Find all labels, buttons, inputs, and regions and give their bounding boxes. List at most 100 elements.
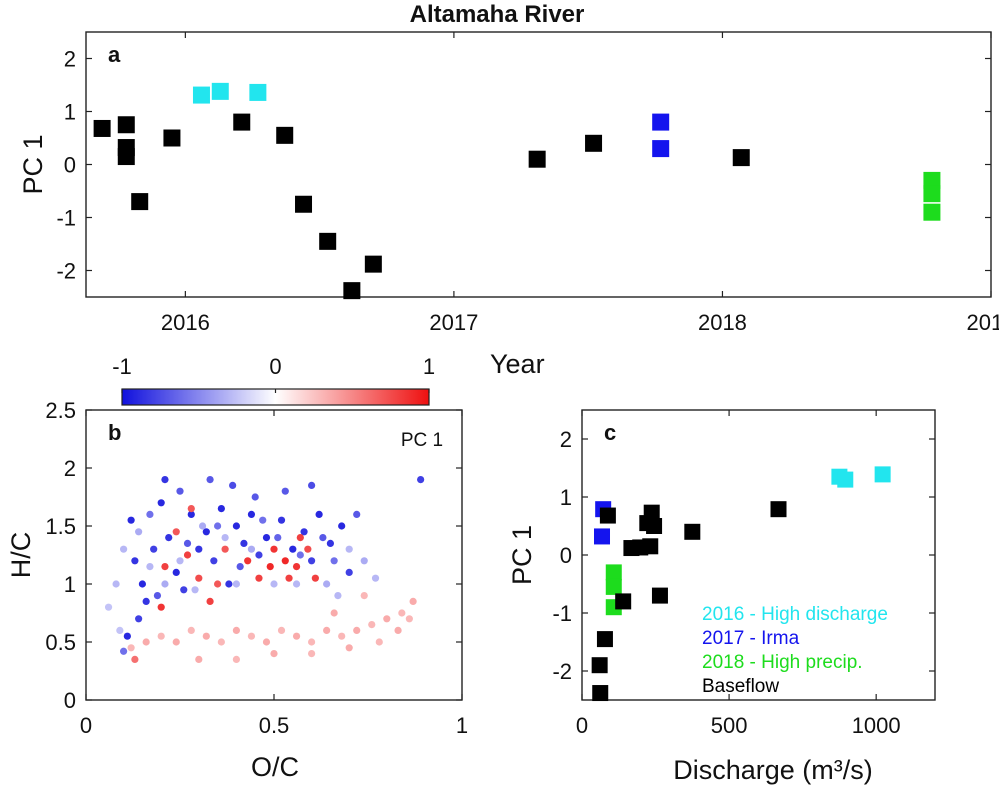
panel-c: -2 -1 0 1 2 0 500 1000 c PC 1 Discharge (m³/s) 2016… xyxy=(507,409,936,785)
data-point-a-baseflow xyxy=(117,148,135,166)
data-point-b xyxy=(330,609,338,617)
data-point-c-baseflow xyxy=(643,504,660,521)
data-point-b xyxy=(195,545,203,553)
data-point-b xyxy=(191,586,199,594)
data-point-a-baseflow xyxy=(233,113,251,131)
data-point-b xyxy=(198,522,207,530)
data-point-b xyxy=(315,510,323,518)
data-point-b xyxy=(417,476,425,484)
data-point-c-2017-irma xyxy=(594,528,611,545)
y-tick-label-b: 0.5 xyxy=(45,630,76,655)
data-point-b xyxy=(146,563,154,571)
x-tick-label-a: 2016 xyxy=(161,310,210,335)
data-point-b xyxy=(187,626,195,635)
data-point-b xyxy=(206,476,214,484)
data-point-b xyxy=(202,528,210,536)
data-point-b xyxy=(161,476,169,484)
data-point-b xyxy=(326,539,334,548)
data-point-b xyxy=(255,551,263,559)
data-point-b xyxy=(285,574,293,582)
data-point-b xyxy=(217,505,225,513)
data-point-b xyxy=(206,597,214,606)
data-point-b xyxy=(334,592,342,600)
y-axis-title-b: H/C xyxy=(6,532,36,579)
panel-a: -2 -1 0 1 2 2016 2017 2018 2019 a PC 1 Year xyxy=(18,31,999,379)
data-point-b xyxy=(146,510,154,518)
data-point-a-baseflow xyxy=(295,195,313,213)
data-point-b xyxy=(142,638,150,646)
data-point-b xyxy=(229,481,237,489)
data-point-b xyxy=(157,632,165,640)
data-point-b xyxy=(172,528,180,536)
legend-entry-2017-irma: 2017 - Irma xyxy=(702,628,800,649)
data-point-a-2016-high-discharge xyxy=(211,82,229,100)
y-tick-label-c: -2 xyxy=(552,659,572,684)
data-point-b xyxy=(409,597,417,606)
data-point-b xyxy=(236,563,244,571)
data-point-b xyxy=(165,534,173,542)
data-point-b xyxy=(183,551,192,559)
data-point-a-2016-high-discharge xyxy=(192,86,210,104)
y-tick-label-a: 1 xyxy=(64,100,76,125)
data-point-c-2018-high-precip- xyxy=(605,564,622,581)
data-point-b xyxy=(323,580,331,588)
colorbar-tick-label: -1 xyxy=(112,354,132,379)
data-point-a-baseflow xyxy=(276,126,294,144)
data-point-c-baseflow xyxy=(651,587,668,604)
y-axis-title-a: PC 1 xyxy=(18,134,48,194)
data-point-b xyxy=(311,574,319,582)
data-point-c-2016-high-discharge xyxy=(837,471,854,488)
data-point-b xyxy=(138,580,146,588)
data-point-b xyxy=(368,621,376,629)
data-point-b xyxy=(221,545,229,553)
y-tick-label-b: 2.5 xyxy=(45,398,76,423)
data-point-b xyxy=(405,615,413,623)
data-point-b xyxy=(161,563,169,571)
data-point-b xyxy=(180,586,188,594)
data-point-b xyxy=(292,632,301,640)
data-point-b xyxy=(127,516,135,524)
x-tick-label-c: 0 xyxy=(576,713,588,738)
data-point-b xyxy=(300,528,308,536)
data-point-b xyxy=(244,557,252,565)
data-point-b xyxy=(251,493,259,501)
data-point-b xyxy=(270,545,278,553)
x-tick-label-b: 1 xyxy=(456,713,468,738)
data-point-b xyxy=(296,534,304,542)
data-point-b xyxy=(371,574,380,582)
data-point-b xyxy=(345,568,353,577)
data-point-b xyxy=(142,597,150,606)
x-tick-label-a: 2019 xyxy=(967,310,999,335)
data-point-b xyxy=(123,632,131,640)
x-axis-title-a: Year xyxy=(490,349,545,379)
data-point-b xyxy=(259,516,267,524)
data-point-b xyxy=(345,644,353,652)
data-point-b xyxy=(308,650,316,658)
data-point-b xyxy=(383,615,391,623)
data-point-b xyxy=(319,534,327,542)
data-point-b xyxy=(262,638,271,646)
data-point-b xyxy=(308,481,316,489)
data-point-b xyxy=(360,592,368,600)
data-point-b xyxy=(195,655,203,664)
data-point-b xyxy=(153,592,162,600)
data-point-a-2016-high-discharge xyxy=(249,83,267,101)
figure-title: Altamaha River xyxy=(410,1,585,28)
panel-b-annotation: PC 1 xyxy=(401,430,443,451)
y-tick-label-c: 0 xyxy=(560,543,572,568)
data-point-c-baseflow xyxy=(615,593,632,610)
data-point-b xyxy=(183,539,192,548)
data-point-a-baseflow xyxy=(585,134,603,152)
y-tick-label-b: 1.5 xyxy=(45,514,76,539)
data-point-b xyxy=(323,626,331,635)
data-point-b xyxy=(270,650,278,658)
data-point-c-2016-high-discharge xyxy=(874,466,891,483)
y-axis-title-c: PC 1 xyxy=(507,525,537,585)
data-point-b xyxy=(281,487,289,495)
data-point-b xyxy=(338,632,346,640)
legend-entry-baseflow: Baseflow xyxy=(702,676,779,697)
data-point-b xyxy=(176,487,184,495)
data-point-b xyxy=(232,626,240,635)
y-tick-label-b: 1 xyxy=(64,572,76,597)
